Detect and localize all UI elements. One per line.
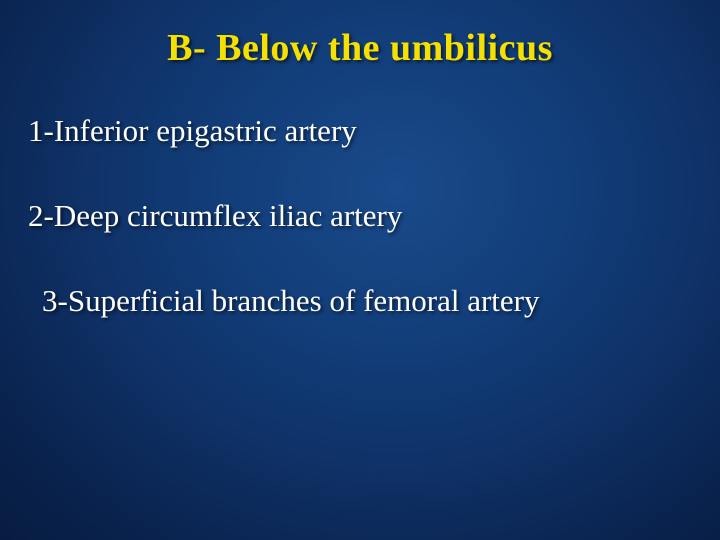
slide-title: B- Below the umbilicus: [28, 26, 692, 70]
list-item: 1-Inferior epigastric artery: [28, 112, 692, 151]
list-item: 3-Superficial branches of femoral artery: [28, 282, 692, 321]
slide-container: B- Below the umbilicus 1-Inferior epigas…: [0, 0, 720, 540]
list-item: 2-Deep circumflex iliac artery: [28, 197, 692, 236]
